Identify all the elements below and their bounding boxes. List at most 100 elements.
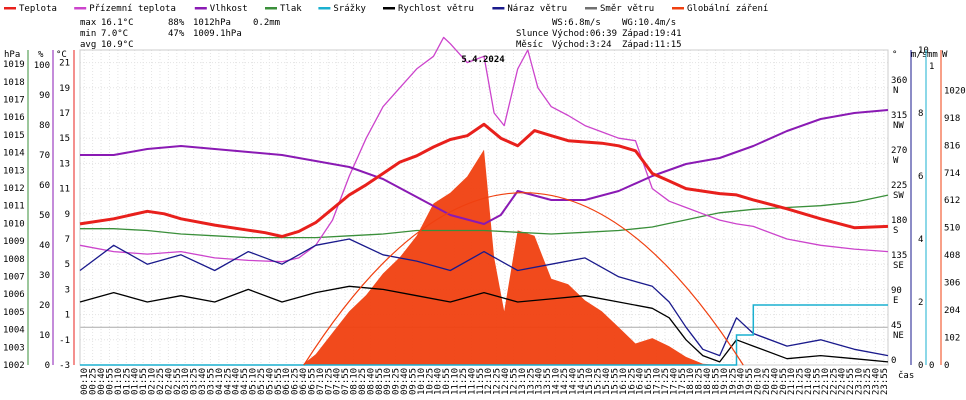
stat-value: 88%	[168, 18, 185, 28]
legend-swatch	[672, 7, 684, 10]
direction-tick: 225	[891, 181, 907, 191]
x-tick-label: 18:10	[686, 368, 696, 395]
direction-label: SE	[893, 261, 904, 271]
x-tick-label: 09:10	[383, 368, 393, 395]
wind-tick: 2	[918, 298, 923, 308]
series-prizemni-teplota	[79, 36, 889, 263]
x-axis-label: čas	[898, 370, 914, 381]
stat-value: 1012hPa	[193, 18, 231, 28]
x-tick-label: 12:55	[509, 368, 519, 395]
x-tick-label: 15:40	[602, 368, 612, 395]
direction-tick: 135	[891, 251, 907, 261]
series-teplota	[79, 122, 889, 238]
humidity-tick: 20	[39, 301, 50, 311]
x-tick-label: 22:55	[846, 368, 856, 395]
temperature-tick: 21	[59, 59, 70, 69]
x-tick-label: 19:10	[720, 368, 730, 395]
x-tick-label: 04:55	[240, 368, 250, 395]
radiation-tick: 714	[944, 169, 960, 179]
x-tick-label: 12:10	[484, 368, 494, 395]
x-tick-label: 02:55	[173, 368, 183, 395]
radiation-tick: 0	[944, 361, 949, 371]
x-tick-label: 03:25	[190, 368, 200, 395]
series-vlhkost	[80, 109, 889, 225]
x-tick-label: 03:55	[206, 368, 216, 395]
rain-tick: 0	[929, 361, 934, 371]
stat-value: 7.0°C	[101, 29, 128, 39]
x-tick-label: 05:25	[257, 368, 267, 395]
moon-set: Západ:11:15	[622, 40, 682, 50]
pressure-tick: 1014	[3, 149, 25, 159]
right-axes: ° m/s mm W360N315NW270W225SW180S135SE90E45N…	[891, 46, 966, 371]
x-tick-label: 20:25	[762, 368, 772, 395]
stat-value: 10.9°C	[101, 40, 134, 50]
x-tick-label: 11:40	[467, 368, 477, 395]
legend-label: Náraz větru	[507, 4, 567, 14]
x-tick-label: 10:25	[425, 368, 435, 395]
legend-label: Globální záření	[687, 4, 768, 14]
x-axis: 00:1000:2500:4000:5501:1001:2501:4001:55…	[80, 368, 914, 395]
x-tick-label: 15:10	[585, 368, 595, 395]
x-tick-label: 13:10	[518, 368, 528, 395]
legend-label: Srážky	[333, 4, 366, 14]
temperature-axis-unit: °C	[56, 50, 67, 60]
direction-label: S	[893, 226, 898, 236]
humidity-tick: 50	[39, 211, 50, 221]
humidity-tick: 10	[39, 331, 50, 341]
x-tick-label: 04:10	[215, 368, 225, 395]
direction-label: NE	[893, 331, 904, 341]
x-tick-label: 01:40	[131, 368, 141, 395]
temperature-tick: 5	[65, 260, 70, 270]
x-tick-label: 04:25	[223, 368, 233, 395]
pressure-tick: 1011	[3, 202, 25, 212]
stat-value: 1009.1hPa	[193, 29, 242, 39]
pressure-tick: 1013	[3, 166, 25, 176]
x-tick-label: 17:25	[661, 368, 671, 395]
pressure-tick: 1006	[3, 290, 25, 300]
x-tick-label: 16:55	[644, 368, 654, 395]
x-tick-label: 06:55	[307, 368, 317, 395]
x-tick-label: 05:40	[265, 368, 275, 395]
x-tick-label: 04:40	[232, 368, 242, 395]
x-tick-label: 18:25	[695, 368, 705, 395]
legend-label: Rychlost větru	[398, 4, 474, 14]
x-tick-label: 18:40	[703, 368, 713, 395]
legend-label: Přízemní teplota	[89, 4, 176, 14]
direction-tick: 45	[891, 321, 902, 331]
radiation-tick: 306	[944, 279, 960, 289]
direction-label: NW	[893, 121, 904, 131]
x-tick-label: 06:25	[291, 368, 301, 395]
temperature-tick: -1	[59, 336, 70, 346]
series-rychlost-vetru	[79, 285, 889, 363]
radiation-tick: 612	[944, 196, 960, 206]
x-tick-label: 23:10	[855, 368, 865, 395]
x-tick-label: 21:40	[804, 368, 814, 395]
x-tick-label: 14:40	[568, 368, 578, 395]
stats-block: max 16.1°C 88% 1012hPa 0.2mm min 7.0°C 47% 1009.…	[80, 18, 280, 50]
wind-axis-unit: m/s	[911, 50, 927, 60]
direction-tick: 315	[891, 111, 907, 121]
x-tick-label: 08:25	[358, 368, 368, 395]
direction-tick: 180	[891, 216, 907, 226]
temperature-tick: 1	[65, 311, 70, 321]
x-tick-label: 09:25	[392, 368, 402, 395]
x-tick-label: 07:55	[341, 368, 351, 395]
x-tick-label: 09:40	[400, 368, 410, 395]
moon-rise: Východ:3:24	[552, 40, 612, 50]
stat-value: 0.2mm	[253, 18, 280, 28]
series-tlak	[80, 194, 889, 239]
x-tick-label: 05:10	[249, 368, 259, 395]
direction-tick: 90	[891, 286, 902, 296]
x-tick-label: 21:55	[812, 368, 822, 395]
direction-label: SW	[893, 191, 904, 201]
pressure-tick: 1002	[3, 361, 25, 371]
wind-tick: 4	[918, 235, 923, 245]
radiation-tick: 408	[944, 251, 960, 261]
x-tick-label: 10:40	[434, 368, 444, 395]
pressure-tick: 1012	[3, 184, 25, 194]
x-tick-label: 00:25	[89, 368, 99, 395]
x-tick-label: 02:40	[164, 368, 174, 395]
temperature-tick: 11	[59, 185, 70, 195]
direction-label: E	[893, 296, 898, 306]
